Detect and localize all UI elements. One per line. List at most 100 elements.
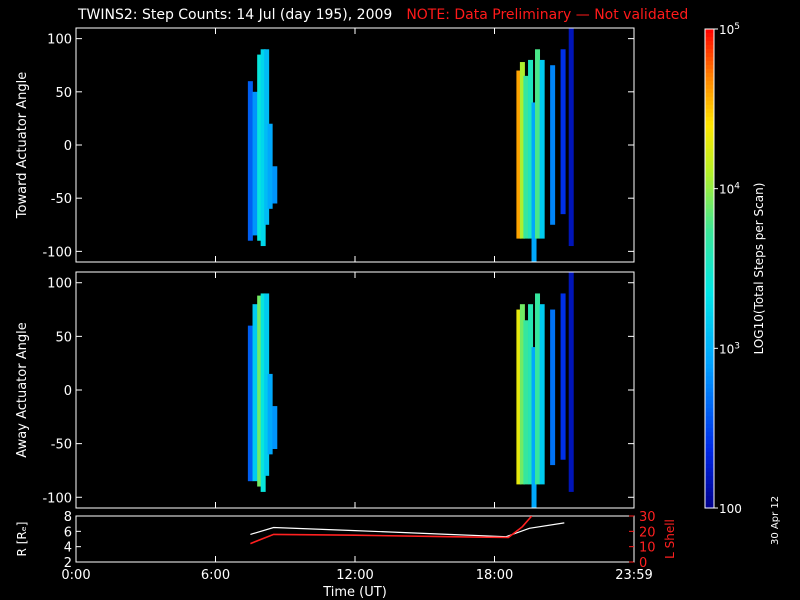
- colorbar-segment: [705, 268, 714, 274]
- y-tick-label: -50: [51, 192, 72, 207]
- heatmap-column: [516, 70, 522, 239]
- colorbar-segment: [705, 316, 714, 321]
- colorbar-segment: [705, 308, 714, 314]
- colorbar-segment: [705, 252, 714, 258]
- y-tick-label: -100: [42, 245, 72, 260]
- colorbar-segment: [705, 128, 714, 134]
- colorbar-segment: [705, 448, 714, 453]
- colorbar-segment: [705, 424, 714, 429]
- colorbar-segment: [705, 192, 714, 198]
- y-right-tick-label: 10: [639, 541, 656, 556]
- colorbar-segment: [705, 304, 714, 310]
- colorbar-segment: [705, 500, 714, 505]
- y-axis-label: R [Rₑ]: [15, 522, 29, 557]
- y-right-axis-label: L Shell: [663, 519, 677, 559]
- colorbar-segment: [705, 324, 714, 329]
- colorbar-segment: [705, 312, 714, 317]
- colorbar: 105 104 103 100 LOG10(Total Steps per Scan): [704, 22, 766, 516]
- colorbar-segment: [705, 160, 714, 166]
- colorbar-segment: [705, 120, 714, 126]
- y-tick-label: 100: [47, 33, 72, 48]
- colorbar-segment: [705, 29, 714, 34]
- colorbar-segment: [705, 352, 714, 357]
- heatmap-column: [568, 28, 574, 247]
- colorbar-segment: [705, 140, 714, 146]
- colorbar-segment: [705, 84, 714, 90]
- colorbar-segment: [705, 408, 714, 413]
- y-tick-label: 4: [64, 541, 72, 556]
- colorbar-segment: [705, 52, 714, 58]
- colorbar-segment: [705, 96, 714, 102]
- colorbar-segment: [705, 436, 714, 441]
- y-tick-label: 0: [64, 384, 72, 399]
- colorbar-segment: [705, 460, 714, 465]
- x-tick-label: 6:00: [201, 568, 230, 583]
- colorbar-segment: [705, 420, 714, 425]
- colorbar-segment: [705, 116, 714, 122]
- colorbar-segment: [705, 220, 714, 226]
- heatmap-column: [264, 49, 270, 225]
- colorbar-segment: [705, 372, 714, 377]
- l-shell-line: [250, 516, 533, 545]
- colorbar-segment: [705, 236, 714, 242]
- colorbar-segment: [705, 180, 714, 186]
- colorbar-segment: [705, 104, 714, 110]
- colorbar-tick-label: 103: [719, 341, 740, 356]
- colorbar-tick-exponent: 5: [734, 22, 740, 32]
- heatmap-column: [260, 293, 266, 492]
- colorbar-segment: [705, 256, 714, 262]
- y-right-tick-label: 30: [639, 510, 656, 525]
- panel-frame: [75, 515, 635, 563]
- colorbar-segment: [705, 504, 714, 509]
- y-tick-label: -50: [51, 438, 72, 453]
- colorbar-segment: [705, 204, 714, 210]
- colorbar-segment: [705, 288, 714, 294]
- heatmap-panel-1: [75, 27, 635, 263]
- y-tick-label: 50: [55, 86, 72, 101]
- y-tick-label: 100: [47, 277, 72, 292]
- colorbar-segment: [705, 364, 714, 369]
- heatmap-column: [528, 59, 534, 239]
- y-axis-label: Away Actuator Angle: [15, 322, 30, 457]
- colorbar-segment: [705, 264, 714, 270]
- colorbar-segment: [705, 248, 714, 254]
- colorbar-segment: [705, 492, 714, 497]
- heatmap-column: [516, 309, 522, 485]
- heatmap-column: [528, 304, 534, 485]
- y-tick-label: 6: [64, 525, 72, 540]
- heatmap-column: [272, 166, 278, 204]
- heatmap-column: [523, 320, 529, 485]
- colorbar-segment: [705, 32, 714, 38]
- colorbar-segment: [705, 472, 714, 477]
- colorbar-segment: [705, 244, 714, 250]
- colorbar-segment: [705, 272, 714, 278]
- colorbar-segment: [705, 260, 714, 266]
- heatmap-column: [531, 102, 537, 262]
- colorbar-segment: [705, 384, 714, 389]
- heatmap-column: [535, 293, 541, 485]
- date-stamp: 30 Apr 12: [770, 495, 781, 545]
- colorbar-segment: [705, 416, 714, 421]
- colorbar-segment: [705, 64, 714, 70]
- heatmap-column: [247, 325, 253, 482]
- heatmap-column: [539, 59, 545, 239]
- colorbar-segment: [705, 184, 714, 190]
- colorbar-segment: [705, 296, 714, 302]
- y-right-tick-label: 20: [639, 525, 656, 540]
- colorbar-segment: [705, 36, 714, 42]
- colorbar-segment: [705, 340, 714, 345]
- colorbar-segment: [705, 48, 714, 54]
- colorbar-segment: [705, 404, 714, 409]
- x-tick-label: 12:00: [336, 568, 373, 583]
- colorbar-tick-exponent: 4: [734, 182, 740, 192]
- y-tick-label: 50: [55, 330, 72, 345]
- heatmap-column: [257, 295, 263, 487]
- colorbar-label: LOG10(Total Steps per Scan): [752, 183, 766, 355]
- colorbar-segment: [705, 396, 714, 401]
- heatmap-column: [252, 304, 258, 482]
- colorbar-segment: [705, 380, 714, 385]
- colorbar-segment: [705, 336, 714, 341]
- colorbar-segment: [705, 496, 714, 501]
- colorbar-segment: [705, 156, 714, 162]
- heatmap-column: [272, 406, 278, 449]
